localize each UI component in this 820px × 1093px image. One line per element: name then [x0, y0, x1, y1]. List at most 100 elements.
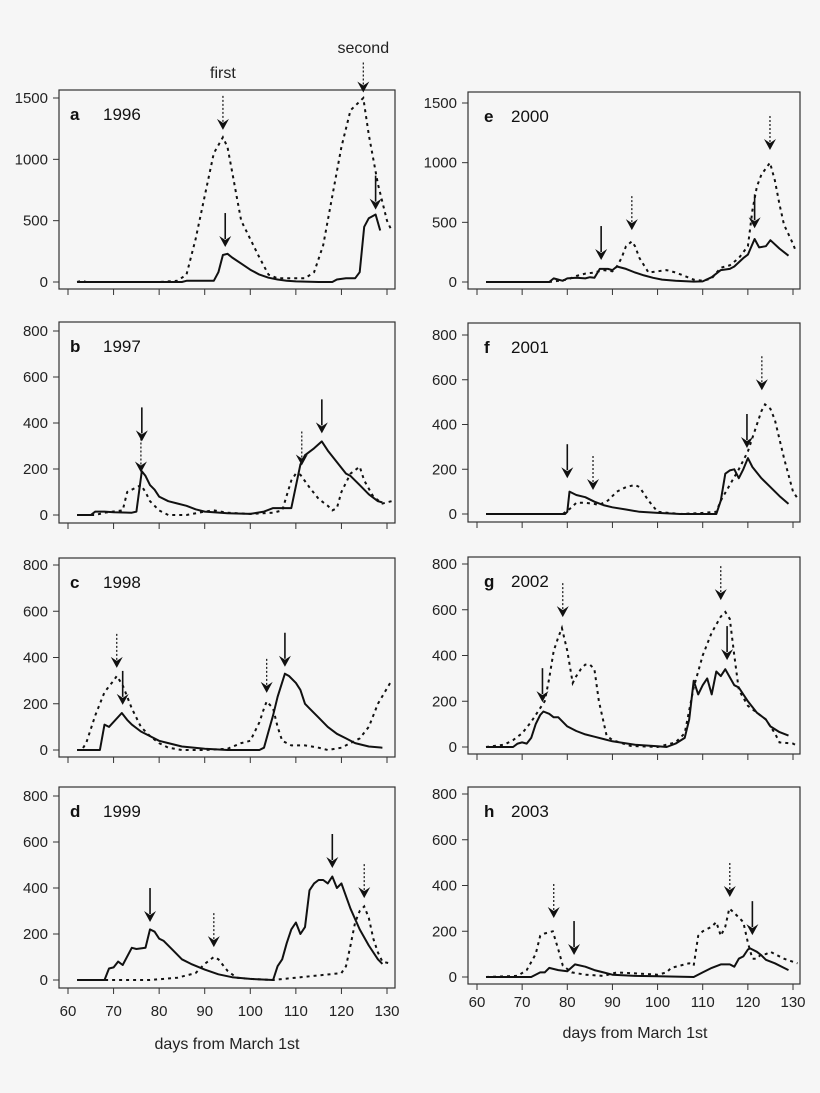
arrow-head [369, 198, 382, 210]
solid-arrow-icon [144, 888, 157, 923]
series-dotted [486, 402, 799, 516]
arrow-head [326, 856, 339, 868]
y-tick-label: 0 [449, 274, 457, 291]
y-tick-label: 400 [23, 415, 48, 432]
y-tick-label: 400 [432, 878, 457, 895]
arrow-head [278, 655, 291, 667]
dotted-arrow-icon [216, 95, 229, 130]
x-axis-label: days from March 1st [155, 1036, 300, 1053]
first-label: first [210, 65, 236, 82]
solid-arrow-icon [721, 626, 734, 661]
series-solid [77, 672, 383, 751]
dotted-arrow-icon [723, 862, 736, 897]
panel-year: 1997 [103, 337, 141, 356]
y-tick-label: 600 [432, 832, 457, 849]
y-tick-label: 200 [432, 923, 457, 940]
series-solid [77, 875, 384, 981]
panel-year: 1996 [103, 105, 141, 124]
x-tick-label: 100 [645, 994, 670, 1011]
y-tick-label: 400 [23, 650, 48, 667]
dotted-arrow-icon [763, 116, 776, 151]
y-tick-label: 200 [23, 926, 48, 943]
solid-arrow-icon [595, 226, 608, 261]
dotted-arrow-icon [556, 583, 569, 618]
arrow-head [110, 656, 123, 668]
panel-letter: d [70, 802, 80, 821]
solid-arrow-icon [135, 407, 148, 442]
solid-arrow-icon [326, 833, 339, 868]
y-tick-label: 500 [432, 214, 457, 231]
arrow-head [587, 479, 600, 491]
y-tick-label: 600 [432, 372, 457, 389]
panel-frame [467, 91, 801, 290]
arrow-head [134, 461, 147, 473]
panel-frame [58, 89, 396, 290]
y-tick-label: 800 [23, 788, 48, 805]
panel-d: 0 200 400 600 800 60 70 80 90 100 110 120 130 days fr… [23, 786, 400, 1053]
series-solid [486, 238, 790, 283]
y-tick-label: 200 [23, 696, 48, 713]
x-tick-label: 70 [105, 1003, 122, 1020]
y-tick-label: 1500 [15, 90, 48, 107]
y-tick-label: 400 [432, 417, 457, 434]
arrow-head [295, 454, 308, 466]
x-tick-label: 90 [604, 994, 621, 1011]
y-tick-label: 1000 [15, 151, 48, 168]
arrow-head [746, 924, 759, 936]
panel-year: 2000 [511, 107, 549, 126]
series-solid [77, 213, 382, 283]
arrow-head [144, 911, 157, 923]
arrow-head [740, 436, 753, 448]
x-tick-label: 60 [469, 994, 486, 1011]
y-tick-label: 800 [432, 327, 457, 344]
x-tick-label: 90 [196, 1003, 213, 1020]
y-tick-label: 1000 [424, 155, 457, 172]
panel-year: 1999 [103, 802, 141, 821]
solid-arrow-icon [561, 444, 574, 479]
panel-letter: b [70, 337, 80, 356]
arrow-head [135, 430, 148, 442]
arrow-head [216, 118, 229, 130]
solid-arrow-icon [278, 632, 291, 667]
panel-year: 1998 [103, 573, 141, 592]
y-tick-label: 800 [23, 557, 48, 574]
y-tick-label: 800 [23, 323, 48, 340]
dotted-arrow-icon [207, 913, 220, 948]
arrow-head [547, 906, 560, 918]
dotted-arrow-icon [714, 566, 727, 601]
panel-year: 2002 [511, 572, 549, 591]
y-tick-label: 0 [449, 969, 457, 986]
x-tick-label: 110 [691, 994, 715, 1011]
x-tick-label: 100 [238, 1003, 263, 1020]
y-tick-label: 400 [23, 880, 48, 897]
x-tick-label: 80 [151, 1003, 168, 1020]
arrow-head [625, 219, 638, 231]
panel-letter: e [484, 107, 493, 126]
series-solid [486, 947, 789, 978]
series-dotted [76, 95, 393, 283]
series-solid [486, 668, 789, 748]
arrow-head [595, 249, 608, 261]
panel-c: 0 200 400 600 800 c 1998 [23, 557, 396, 763]
arrow-head [219, 236, 232, 248]
y-tick-label: 600 [432, 602, 457, 619]
panel-b: 0 200 400 600 800 b 1997 [23, 321, 396, 529]
series-dotted [485, 906, 798, 978]
panel-h: 0 200 400 600 800 60 70 80 90 100 110 120 130 days fr… [432, 786, 806, 1042]
arrow-head [315, 422, 328, 434]
x-tick-label: 120 [735, 994, 760, 1011]
solid-arrow-icon [748, 194, 761, 229]
solid-arrow-icon [536, 668, 549, 703]
dotted-arrow-icon [110, 633, 123, 668]
panel-year: 2003 [511, 802, 549, 821]
solid-arrow-icon [568, 921, 581, 956]
arrow-head [748, 217, 761, 229]
arrow-head [358, 887, 371, 899]
arrow-head [755, 379, 768, 391]
arrow-head [260, 681, 273, 693]
dotted-arrow-icon [587, 456, 600, 491]
panel-f: 0 200 400 600 800 f 2001 [432, 322, 801, 528]
dotted-arrow-icon [755, 356, 768, 391]
panel-frame [467, 322, 801, 523]
